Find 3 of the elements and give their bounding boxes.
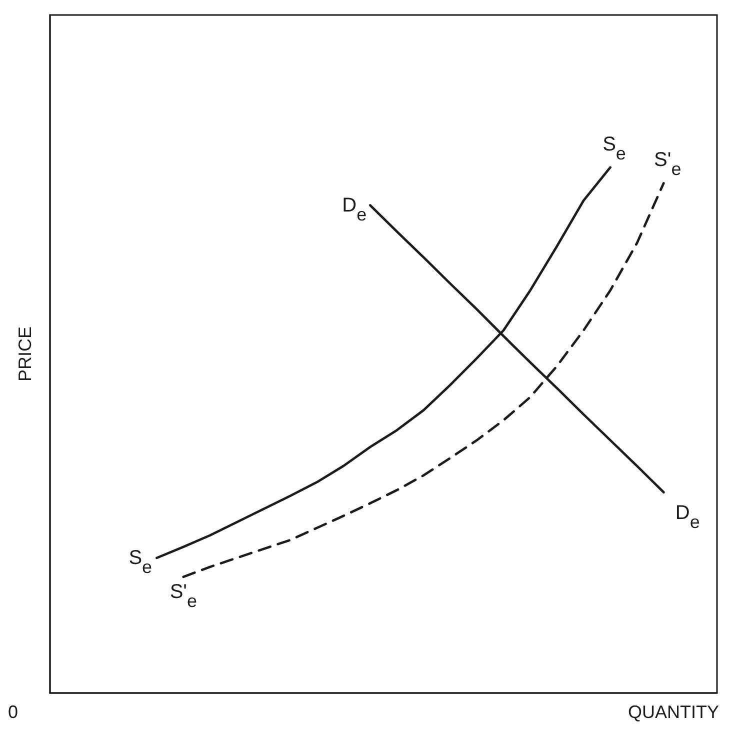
text: 0 <box>8 702 18 722</box>
y-axis-title: PRICE <box>15 326 35 382</box>
x-axis-title: QUANTITY <box>628 702 720 722</box>
